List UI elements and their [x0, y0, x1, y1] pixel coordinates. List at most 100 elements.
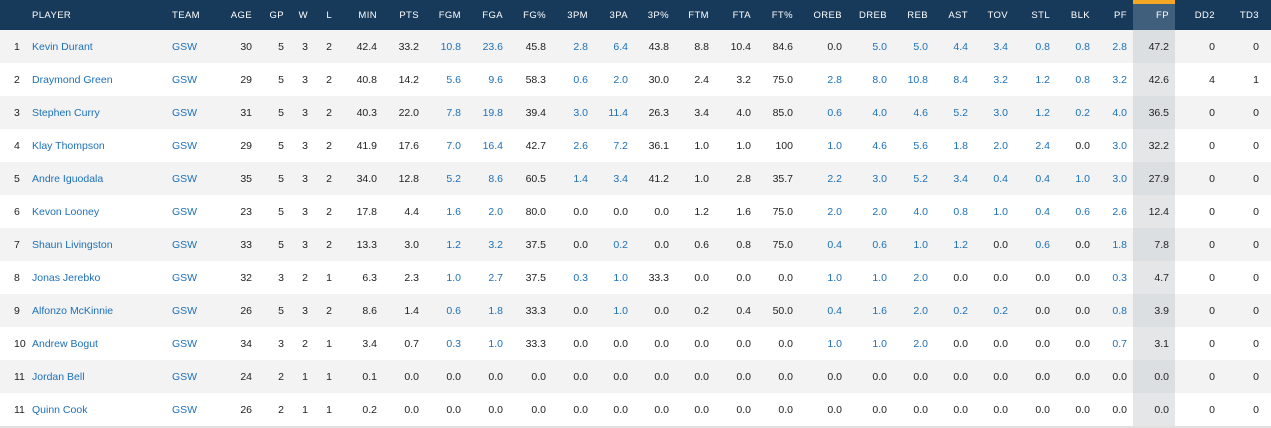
cell-tpm[interactable]: 2.6 [573, 139, 588, 152]
cell-dreb[interactable]: 2.0 [872, 205, 887, 218]
player-name-link[interactable]: Jonas Jerebko [32, 271, 101, 284]
column-header-td3[interactable]: TD3 [1239, 9, 1259, 21]
player-name-link[interactable]: Andrew Bogut [32, 337, 98, 350]
cell-pf[interactable]: 0.8 [1112, 304, 1127, 317]
cell-oreb[interactable]: 2.2 [827, 172, 842, 185]
cell-tov[interactable]: 0.4 [993, 172, 1008, 185]
cell-pf[interactable]: 0.3 [1112, 271, 1127, 284]
column-header-min[interactable]: MIN [358, 9, 377, 21]
column-header-player[interactable]: PLAYER [32, 9, 72, 21]
cell-stl[interactable]: 1.2 [1035, 73, 1050, 86]
cell-fga[interactable]: 2.0 [488, 205, 503, 218]
cell-reb[interactable]: 2.0 [913, 271, 928, 284]
cell-fga[interactable]: 9.6 [488, 73, 503, 86]
cell-tpm[interactable]: 3.0 [573, 106, 588, 119]
column-header-tpa[interactable]: 3PA [609, 9, 628, 21]
cell-reb[interactable]: 5.2 [913, 172, 928, 185]
player-name-link[interactable]: Klay Thompson [32, 139, 105, 152]
cell-tpm[interactable]: 2.8 [573, 40, 588, 53]
cell-ast[interactable]: 1.8 [953, 139, 968, 152]
cell-dreb[interactable]: 4.6 [872, 139, 887, 152]
cell-fgm[interactable]: 5.6 [446, 73, 461, 86]
cell-tpa[interactable]: 11.4 [608, 106, 628, 119]
column-header-pf[interactable]: PF [1114, 9, 1127, 21]
cell-reb[interactable]: 10.8 [907, 73, 928, 86]
cell-tpa[interactable]: 1.0 [613, 304, 628, 317]
cell-tpm[interactable]: 1.4 [573, 172, 588, 185]
cell-tov[interactable]: 3.2 [993, 73, 1008, 86]
cell-reb[interactable]: 2.0 [913, 304, 928, 317]
cell-fgm[interactable]: 5.2 [446, 172, 461, 185]
cell-fgm[interactable]: 1.6 [446, 205, 461, 218]
cell-tov[interactable]: 2.0 [993, 139, 1008, 152]
cell-oreb[interactable]: 2.8 [827, 73, 842, 86]
cell-dreb[interactable]: 1.6 [872, 304, 887, 317]
column-header-dd2[interactable]: DD2 [1194, 9, 1215, 21]
cell-reb[interactable]: 1.0 [913, 238, 928, 251]
cell-fgm[interactable]: 7.0 [446, 139, 461, 152]
player-name-link[interactable]: Quinn Cook [32, 403, 88, 416]
column-header-pts[interactable]: PTS [399, 9, 419, 21]
column-header-tov[interactable]: TOV [987, 9, 1008, 21]
cell-reb[interactable]: 5.0 [913, 40, 928, 53]
team-link[interactable]: GSW [172, 205, 198, 218]
player-name-link[interactable]: Jordan Bell [32, 370, 85, 383]
cell-fga[interactable]: 19.8 [482, 106, 503, 119]
player-name-link[interactable]: Alfonzo McKinnie [32, 304, 114, 317]
cell-ast[interactable]: 1.2 [953, 238, 968, 251]
cell-reb[interactable]: 5.6 [913, 139, 928, 152]
cell-fgm[interactable]: 7.8 [446, 106, 461, 119]
column-header-ast[interactable]: AST [948, 9, 968, 21]
cell-oreb[interactable]: 0.4 [827, 238, 842, 251]
column-header-fgm[interactable]: FGM [438, 9, 461, 21]
cell-stl[interactable]: 0.6 [1035, 238, 1050, 251]
cell-oreb[interactable]: 0.6 [827, 106, 842, 119]
cell-pf[interactable]: 3.0 [1112, 172, 1127, 185]
column-header-fga[interactable]: FGA [482, 9, 503, 21]
cell-fga[interactable]: 1.8 [488, 304, 503, 317]
cell-blk[interactable]: 0.6 [1075, 205, 1090, 218]
cell-ast[interactable]: 8.4 [953, 73, 968, 86]
cell-tov[interactable]: 3.0 [993, 106, 1008, 119]
cell-fgm[interactable]: 1.0 [446, 271, 461, 284]
column-header-fp[interactable]: FP [1133, 0, 1175, 30]
cell-stl[interactable]: 2.4 [1035, 139, 1050, 152]
cell-reb[interactable]: 4.0 [913, 205, 928, 218]
cell-pf[interactable]: 0.7 [1112, 337, 1127, 350]
column-header-blk[interactable]: BLK [1070, 9, 1090, 21]
cell-pf[interactable]: 3.2 [1112, 73, 1127, 86]
cell-pf[interactable]: 3.0 [1112, 139, 1127, 152]
column-header-age[interactable]: AGE [230, 9, 252, 21]
cell-dreb[interactable]: 4.0 [872, 106, 887, 119]
column-header-team[interactable]: TEAM [172, 9, 200, 21]
cell-fga[interactable]: 16.4 [482, 139, 503, 152]
cell-dreb[interactable]: 8.0 [872, 73, 887, 86]
team-link[interactable]: GSW [172, 271, 198, 284]
cell-fga[interactable]: 8.6 [488, 172, 503, 185]
cell-tpa[interactable]: 3.4 [613, 172, 628, 185]
cell-fga[interactable]: 3.2 [488, 238, 503, 251]
cell-fga[interactable]: 23.6 [482, 40, 503, 53]
player-name-link[interactable]: Kevon Looney [32, 205, 100, 218]
cell-ast[interactable]: 4.4 [953, 40, 968, 53]
column-header-gp[interactable]: GP [269, 9, 284, 21]
cell-dreb[interactable]: 0.6 [872, 238, 887, 251]
cell-blk[interactable]: 1.0 [1075, 172, 1090, 185]
cell-fgm[interactable]: 0.6 [446, 304, 461, 317]
cell-dreb[interactable]: 1.0 [872, 337, 887, 350]
cell-oreb[interactable]: 2.0 [827, 205, 842, 218]
team-link[interactable]: GSW [172, 139, 198, 152]
column-header-pm[interactable]: +/- [1265, 0, 1271, 30]
cell-fgm[interactable]: 0.3 [446, 337, 461, 350]
cell-tov[interactable]: 1.0 [993, 205, 1008, 218]
cell-oreb[interactable]: 0.4 [827, 304, 842, 317]
player-name-link[interactable]: Shaun Livingston [32, 238, 113, 251]
cell-pf[interactable]: 2.6 [1112, 205, 1127, 218]
cell-tov[interactable]: 3.4 [993, 40, 1008, 53]
cell-ast[interactable]: 5.2 [953, 106, 968, 119]
team-link[interactable]: GSW [172, 73, 198, 86]
cell-tpa[interactable]: 0.2 [613, 238, 628, 251]
cell-dreb[interactable]: 5.0 [872, 40, 887, 53]
cell-reb[interactable]: 2.0 [913, 337, 928, 350]
column-header-l[interactable]: L [326, 9, 332, 21]
